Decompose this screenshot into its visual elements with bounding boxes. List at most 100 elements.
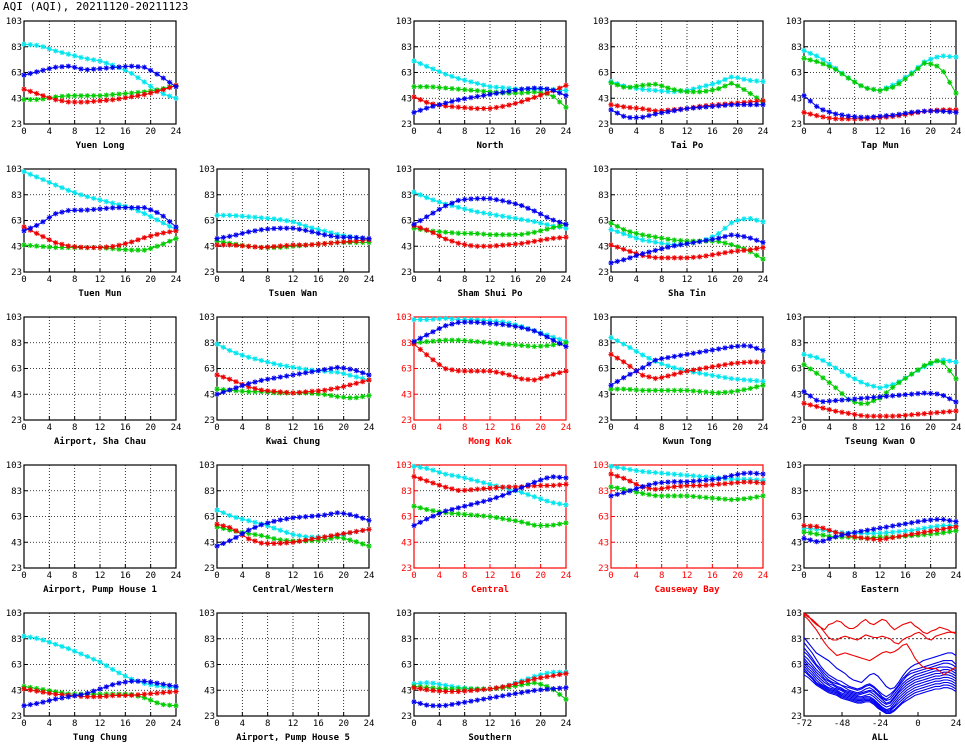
panel-tung-chung-point	[84, 694, 90, 700]
panel-tai-po-point	[633, 105, 639, 111]
panel-sha-tin-point	[652, 247, 658, 254]
panel-tuen-mun-point	[141, 210, 147, 217]
panel-tuen-mun-point	[160, 220, 166, 226]
panel-causeway-bay-point	[646, 485, 652, 491]
panel-airport-sha-chau-ytick-label: 43	[11, 390, 22, 400]
panel-tap-mun-point	[845, 113, 851, 119]
panel-tap-mun-point	[814, 113, 820, 119]
panel-kwun-tong-point	[665, 363, 671, 369]
panel-tap-mun-ytick-label: 23	[791, 120, 802, 130]
panel-southern-point	[550, 673, 556, 679]
panel-tuen-mun-point	[173, 235, 179, 242]
panel-tap-mun-point	[947, 53, 953, 60]
panel-kwun-tong-xtick-label: 12	[682, 423, 693, 433]
panel-kwun-tong-point	[684, 351, 690, 357]
panel-north-point	[506, 88, 512, 94]
panel-tuen-mun-point	[40, 233, 46, 240]
panel-tuen-mun-point	[84, 207, 90, 213]
panel-mong-kok-point	[417, 339, 423, 345]
panel-north-point	[487, 91, 493, 97]
panel-north-point	[443, 100, 449, 106]
panel-kwun-tong-point	[697, 366, 703, 372]
panel-tseung-kwan-o-point	[807, 393, 813, 399]
panel-tsuen-wan-point	[239, 230, 245, 236]
panel-mong-kok-point	[424, 332, 430, 338]
panel-central-western-xtick-label: 4	[240, 571, 245, 581]
panel-mong-kok-point	[563, 344, 569, 350]
panel-tai-po-ytick-label: 63	[598, 69, 609, 79]
panel-sha-tin-point	[608, 260, 614, 266]
panel-tseung-kwan-o-point	[953, 359, 959, 365]
panel-tuen-mun-point	[78, 192, 84, 198]
panel-tap-mun-point	[852, 79, 858, 85]
panel-all-station-trace	[803, 651, 957, 702]
panel-central-point	[519, 519, 525, 525]
panel-yuen-long-point	[173, 84, 179, 90]
panel-kwai-chung-xtick-label: 16	[313, 423, 324, 433]
panel-kwai-chung-point	[353, 395, 359, 401]
panel-tap-mun-point	[940, 69, 946, 75]
panel-kwun-tong-point	[741, 343, 747, 349]
panel-tuen-mun-point	[34, 243, 40, 249]
panel-sham-shui-po-xtick-label: 4	[437, 275, 442, 285]
panel-tap-mun-point	[953, 90, 959, 96]
panel-tai-po-point	[652, 108, 658, 114]
panel-causeway-bay-point	[633, 486, 639, 492]
panel-tsuen-wan-point	[277, 225, 283, 231]
panel-sham-shui-po-point	[417, 192, 423, 198]
panel-tuen-mun-point	[34, 222, 40, 229]
panel-sha-tin-point	[716, 235, 722, 241]
panel-kwun-tong-point	[614, 378, 620, 385]
panel-tuen-mun-point	[53, 211, 59, 217]
panel-tuen-mun-xtick-label: 12	[95, 275, 106, 285]
panel-central-ytick-label: 23	[401, 564, 412, 574]
panel-southern-point	[449, 701, 455, 708]
panel-tung-chung-ytick-label: 103	[6, 609, 22, 619]
panel-eastern-point	[814, 539, 820, 545]
panel-tuen-mun-xtick-label: 8	[72, 275, 77, 285]
panel-tung-chung-point	[110, 682, 116, 688]
panel-kwun-tong-xtick-label: 24	[758, 423, 769, 433]
panel-all-xtick-label: -48	[834, 719, 850, 729]
panel-mong-kok-point	[468, 338, 474, 344]
panel-central-point	[544, 475, 550, 481]
panel-tap-mun-point	[801, 109, 807, 116]
panel-central-point	[519, 489, 525, 496]
panel-tuen-mun-point	[160, 213, 166, 219]
panel-tseung-kwan-o-point	[902, 375, 908, 381]
panel-tuen-mun-point	[154, 209, 160, 216]
panel-tung-chung-point	[91, 694, 97, 700]
panel-central-western-point	[246, 530, 252, 537]
panel-central-point	[455, 473, 461, 479]
panel-sham-shui-po-ytick-label: 63	[401, 217, 412, 227]
panel-eastern-label: Eastern	[861, 585, 899, 595]
panel-tai-po-point	[690, 105, 696, 111]
panel-north-point	[455, 97, 461, 103]
panel-sha-tin-point	[627, 255, 633, 261]
panel-tseung-kwan-o-point	[814, 370, 820, 376]
panel-tap-mun-point	[839, 112, 845, 118]
panel-tuen-mun-point	[27, 225, 33, 231]
panel-airport-sha-chau-ytick-label: 83	[11, 339, 22, 349]
figure-title: AQI (AQI), 20211120-20211123	[3, 0, 188, 13]
panel-tuen-mun-xtick-label: 16	[120, 275, 131, 285]
panel-tuen-mun-point	[148, 245, 154, 251]
panel-tsuen-wan-point	[315, 226, 321, 233]
panel-all-station-trace	[803, 674, 957, 714]
panel-tung-chung-xtick-label: 16	[120, 719, 131, 729]
panel-central-western-point	[360, 515, 366, 521]
panel-tap-mun-point	[928, 108, 934, 114]
panel-tseung-kwan-o-point	[826, 398, 832, 404]
panel-yuen-long-point	[59, 98, 65, 104]
panel-tuen-mun-point	[167, 229, 173, 235]
panel-mong-kok-point	[487, 320, 493, 327]
panel-tung-chung-point	[148, 691, 154, 697]
panel-eastern-point	[877, 525, 883, 531]
panel-central-point	[417, 464, 423, 470]
panel-kwun-tong-point	[697, 388, 703, 395]
panel-tap-mun-xtick-label: 4	[827, 127, 832, 137]
